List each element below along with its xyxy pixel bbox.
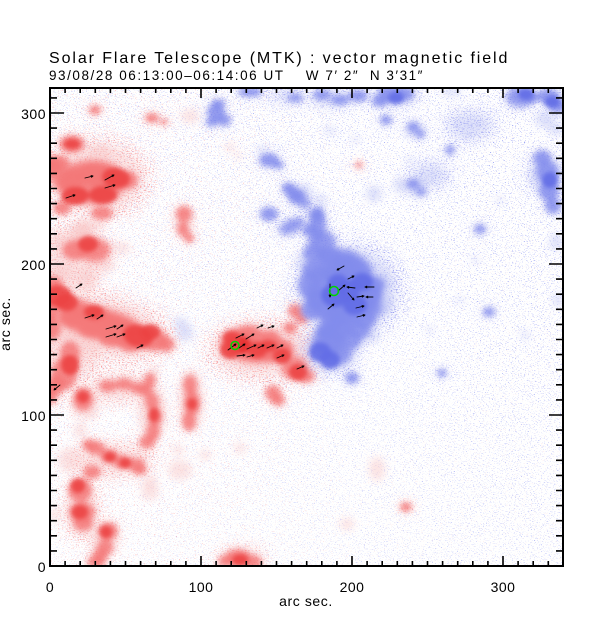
svg-text:200: 200 — [340, 579, 365, 595]
svg-text:100: 100 — [21, 408, 46, 424]
svg-text:300: 300 — [21, 106, 46, 122]
svg-text:0: 0 — [38, 559, 46, 575]
svg-text:100: 100 — [189, 579, 214, 595]
svg-text:arc sec.: arc sec. — [0, 297, 13, 351]
svg-text:200: 200 — [21, 257, 46, 273]
svg-text:arc sec.: arc sec. — [279, 593, 333, 609]
svg-text:Solar Flare Telescope (MTK) :: Solar Flare Telescope (MTK) : vector mag… — [49, 50, 509, 67]
svg-text:300: 300 — [491, 579, 516, 595]
svg-text:0: 0 — [46, 579, 54, 595]
svg-text:93/08/28 06:13:00–06:14:06 UT: 93/08/28 06:13:00–06:14:06 UT W 7′ 2″ N … — [49, 68, 424, 83]
